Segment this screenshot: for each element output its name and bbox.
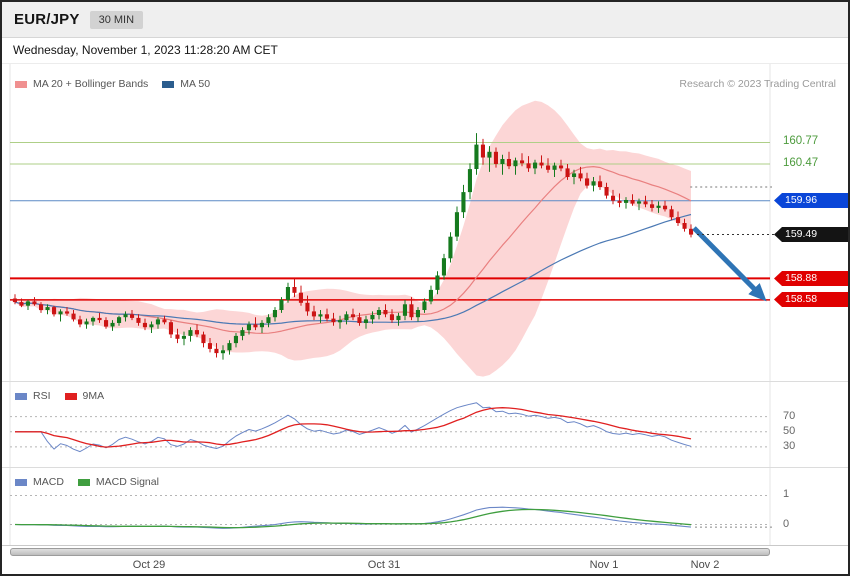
ma50-swatch (162, 80, 175, 88)
rsi-axis-label: 50 (783, 425, 796, 437)
price-level-tag: 159.49 (774, 227, 848, 242)
rsi-panel: RSI 9MA 70 50 30 (2, 381, 848, 468)
macd-signal-swatch (77, 478, 90, 486)
rsi-chart[interactable] (2, 382, 848, 468)
time-axis: Oct 29 Oct 31 Nov 1 Nov 2 (2, 545, 848, 574)
time-label: Nov 1 (589, 559, 619, 571)
rsi-axis-label: 30 (783, 440, 796, 452)
ma20-bollinger-swatch (15, 80, 27, 88)
symbol-title: EUR/JPY (14, 11, 80, 28)
price-chart[interactable] (2, 64, 848, 382)
time-label: Oct 29 (132, 559, 166, 571)
price-level-label: 160.77 (783, 135, 819, 147)
macd-panel: MACD MACD Signal 1 0 (2, 467, 848, 546)
macd-axis-label: 0 (783, 518, 790, 530)
rsi-swatch (15, 392, 27, 400)
price-panel: MA 20 + Bollinger Bands MA 50 Research ©… (2, 63, 848, 382)
price-level-tag: 159.96 (774, 193, 848, 208)
rsi-9ma-swatch (64, 392, 77, 400)
macd-label: MACD (33, 476, 64, 488)
time-label: Nov 2 (690, 559, 720, 571)
macd-axis-label: 1 (783, 488, 790, 500)
timeframe-badge: 30 MIN (89, 10, 144, 29)
ma20-bollinger-label: MA 20 + Bollinger Bands (33, 78, 149, 90)
rsi-label: RSI (33, 390, 51, 402)
macd-swatch (15, 478, 27, 486)
attribution: Research © 2023 Trading Central (679, 78, 836, 90)
ma50-label: MA 50 (180, 78, 211, 90)
price-level-label: 160.47 (783, 157, 819, 169)
price-level-tag: 158.58 (774, 292, 848, 307)
time-label: Oct 31 (367, 559, 401, 571)
macd-legend: MACD MACD Signal (15, 476, 167, 488)
price-level-tag: 158.88 (774, 271, 848, 286)
time-scrollbar[interactable] (10, 548, 770, 556)
rsi-legend: RSI 9MA (15, 390, 112, 402)
datetime-label: Wednesday, November 1, 2023 11:28:20 AM … (13, 43, 278, 57)
rsi-axis-label: 70 (783, 410, 796, 422)
price-legend: MA 20 + Bollinger Bands MA 50 (15, 78, 218, 90)
macd-signal-label: MACD Signal (95, 476, 159, 488)
macd-chart[interactable] (2, 468, 848, 546)
header: EUR/JPY 30 MIN (2, 2, 848, 38)
rsi-9ma-label: 9MA (82, 390, 105, 402)
